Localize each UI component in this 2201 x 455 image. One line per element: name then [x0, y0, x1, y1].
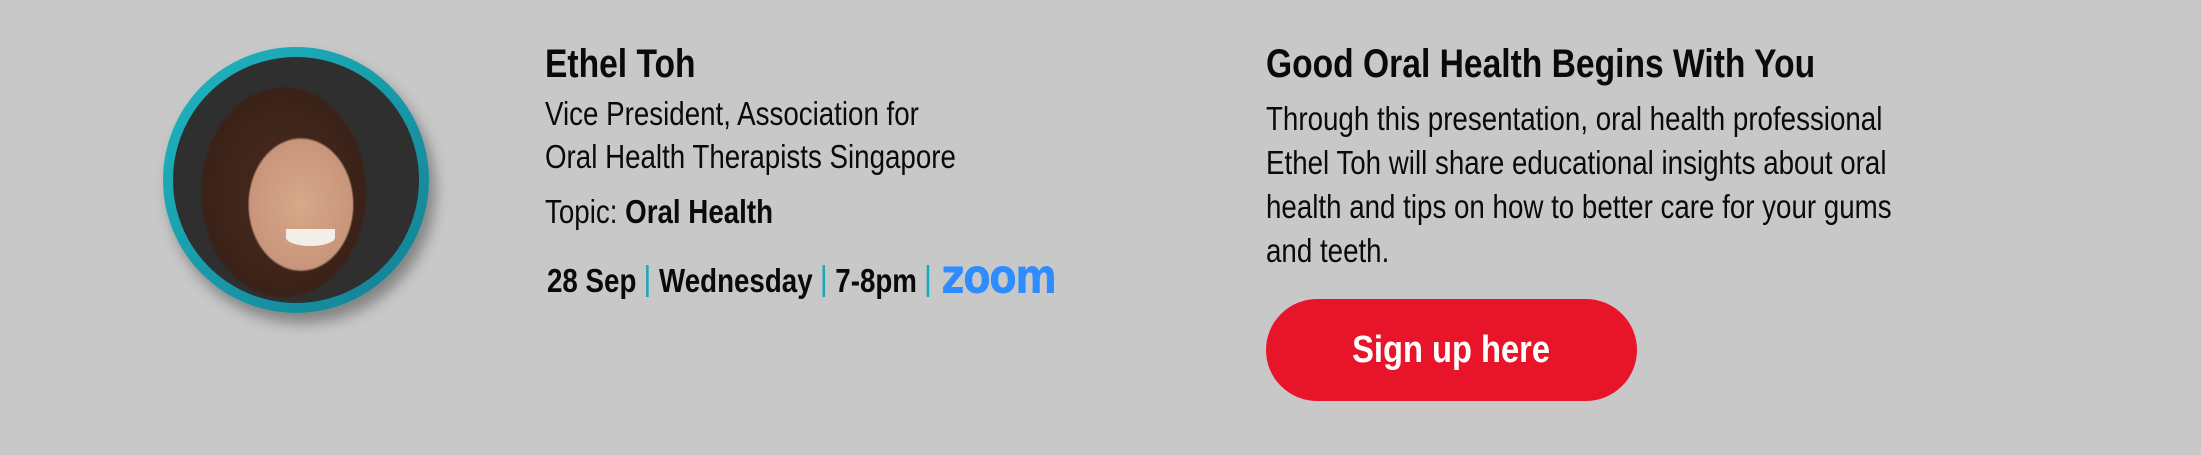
event-day: Wednesday	[659, 262, 813, 299]
speaker-photo	[163, 47, 429, 313]
speaker-role-line: Vice President, Association for	[545, 95, 919, 132]
sign-up-button[interactable]: Sign up here	[1266, 299, 1637, 401]
zoom-logo: zoom	[941, 249, 1057, 305]
divider	[927, 265, 930, 297]
speaker-role-line: Oral Health Therapists Singapore	[545, 138, 956, 175]
topic-value: Oral Health	[625, 193, 774, 230]
description-line: health and tips on how to better care fo…	[1266, 188, 1892, 225]
speaker-role: Vice President, Association for Oral Hea…	[545, 92, 956, 178]
event-date: 28 Sep	[547, 262, 637, 299]
event-description: Through this presentation, oral health p…	[1266, 97, 1904, 273]
description-line: Ethel Toh will share educational insight…	[1266, 144, 1887, 181]
speaker-portrait	[173, 57, 419, 303]
topic-label: Topic:	[545, 193, 618, 230]
description-line: and teeth.	[1266, 232, 1390, 269]
divider	[646, 265, 649, 297]
topic: Topic: Oral Health	[545, 193, 773, 231]
schedule: 28 Sep Wednesday 7-8pm zoom	[547, 253, 1057, 305]
portrait-smile	[286, 229, 336, 247]
sign-up-label: Sign up here	[1352, 328, 1551, 371]
description-line: Through this presentation, oral health p…	[1266, 100, 1883, 137]
event-title: Good Oral Health Begins With You	[1266, 42, 1816, 86]
event-time: 7-8pm	[835, 262, 917, 299]
divider	[822, 265, 826, 297]
speaker-name: Ethel Toh	[545, 42, 696, 86]
